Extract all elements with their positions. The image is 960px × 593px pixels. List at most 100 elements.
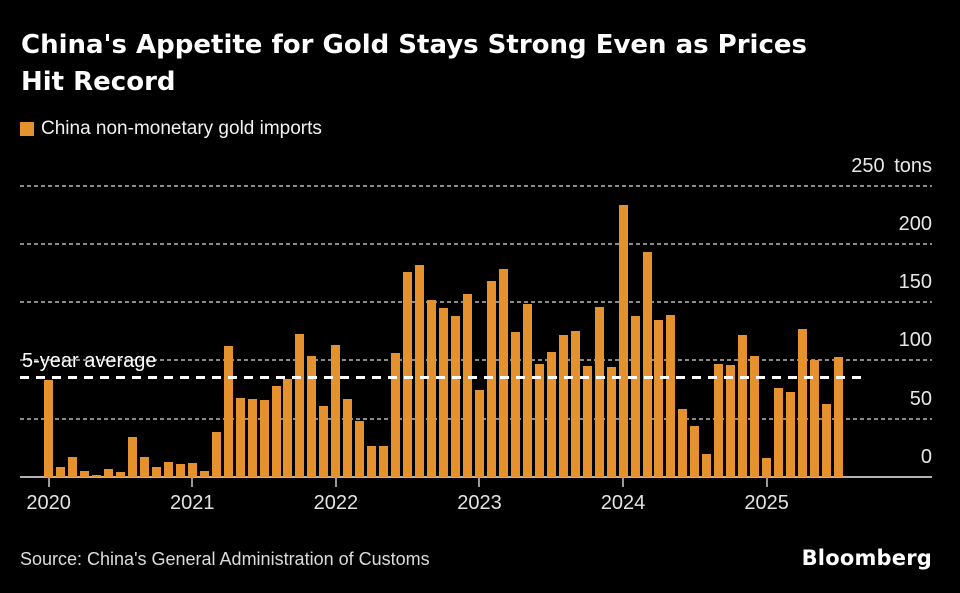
bar	[570, 331, 580, 477]
bar	[68, 457, 78, 477]
bar	[702, 453, 712, 477]
bar	[175, 464, 185, 477]
bar	[606, 367, 616, 477]
bar	[462, 293, 472, 477]
bar	[235, 397, 245, 477]
bar	[127, 437, 137, 477]
bar	[187, 463, 197, 477]
bar	[44, 380, 54, 477]
bar	[750, 355, 760, 477]
bar	[822, 403, 831, 477]
bar	[199, 471, 209, 477]
bar	[546, 352, 556, 477]
bar	[439, 307, 449, 477]
bar	[319, 405, 329, 477]
gridline	[20, 359, 932, 362]
x-axis-year-label: 2021	[170, 492, 215, 514]
x-axis-tick	[334, 477, 337, 487]
bar	[654, 319, 664, 477]
bar	[678, 409, 688, 477]
bar	[762, 458, 772, 477]
bar	[594, 306, 604, 477]
x-axis-year-label: 2023	[457, 492, 502, 514]
bar	[582, 366, 592, 477]
average-line	[20, 375, 863, 379]
y-axis-tick-label: 100	[898, 329, 932, 352]
chart-title-line-1: China's Appetite for Gold Stays Strong E…	[21, 30, 807, 60]
bar	[223, 346, 233, 477]
bar	[379, 445, 389, 477]
bar	[151, 466, 161, 477]
source-text: Source: China's General Administration o…	[20, 549, 430, 569]
average-line-label: 5-year average	[22, 349, 157, 372]
bar	[726, 365, 736, 477]
bar	[427, 299, 437, 477]
bar	[618, 205, 628, 477]
bar	[474, 389, 484, 477]
bar	[247, 398, 257, 477]
bar	[331, 345, 341, 477]
bar	[510, 332, 520, 477]
y-axis-tick-label: 150	[898, 271, 932, 294]
chart-title-line-2: Hit Record	[21, 67, 176, 97]
gridline	[20, 301, 932, 304]
bar	[642, 251, 652, 477]
gridline	[20, 184, 932, 187]
bar	[486, 281, 496, 477]
bar	[534, 363, 544, 477]
legend-swatch	[20, 122, 34, 136]
bar	[307, 355, 317, 477]
bar	[343, 398, 353, 477]
bloomberg-logo: Bloomberg	[801, 546, 932, 570]
bar	[355, 421, 365, 477]
y-axis-tick-label: 250 tons	[851, 154, 932, 177]
bar	[80, 471, 90, 477]
bar	[367, 445, 377, 477]
bar	[283, 379, 293, 477]
bar	[798, 328, 808, 477]
bar	[103, 468, 113, 477]
bar	[558, 334, 568, 477]
x-axis-tick	[765, 477, 768, 487]
legend: China non-monetary gold imports	[20, 118, 322, 139]
bar	[774, 388, 784, 477]
x-axis-year-label: 2022	[313, 492, 359, 514]
bar	[139, 457, 149, 477]
bar	[115, 472, 125, 477]
bar	[714, 363, 724, 477]
bar	[738, 334, 748, 477]
bar	[498, 269, 508, 477]
bar	[666, 314, 676, 477]
bar	[690, 425, 700, 477]
x-axis-tick	[191, 477, 194, 487]
bar	[810, 360, 820, 477]
x-axis-tick	[47, 477, 50, 487]
legend-label: China non-monetary gold imports	[41, 118, 322, 139]
bar	[415, 264, 425, 477]
y-axis-tick-label: 50	[909, 387, 932, 410]
bar	[56, 466, 66, 477]
bar	[786, 391, 796, 477]
bar	[259, 400, 269, 477]
bar	[833, 356, 843, 477]
x-axis-year-label: 2020	[26, 492, 71, 514]
x-axis-tick	[478, 477, 481, 487]
bar	[211, 431, 221, 477]
bar	[295, 333, 305, 477]
bar	[403, 271, 413, 477]
bar	[92, 474, 102, 477]
gridline	[20, 242, 932, 245]
bar	[451, 316, 461, 477]
bar	[522, 304, 532, 477]
bar	[271, 386, 281, 477]
bar	[391, 353, 401, 477]
bar	[630, 316, 640, 477]
x-axis-year-label: 2024	[600, 492, 646, 514]
x-axis-tick	[622, 477, 625, 487]
x-axis-baseline	[20, 476, 932, 478]
y-axis-tick-label: 200	[898, 212, 932, 235]
y-axis-tick-label: 0	[920, 446, 932, 468]
x-axis-year-label: 2025	[744, 492, 789, 514]
